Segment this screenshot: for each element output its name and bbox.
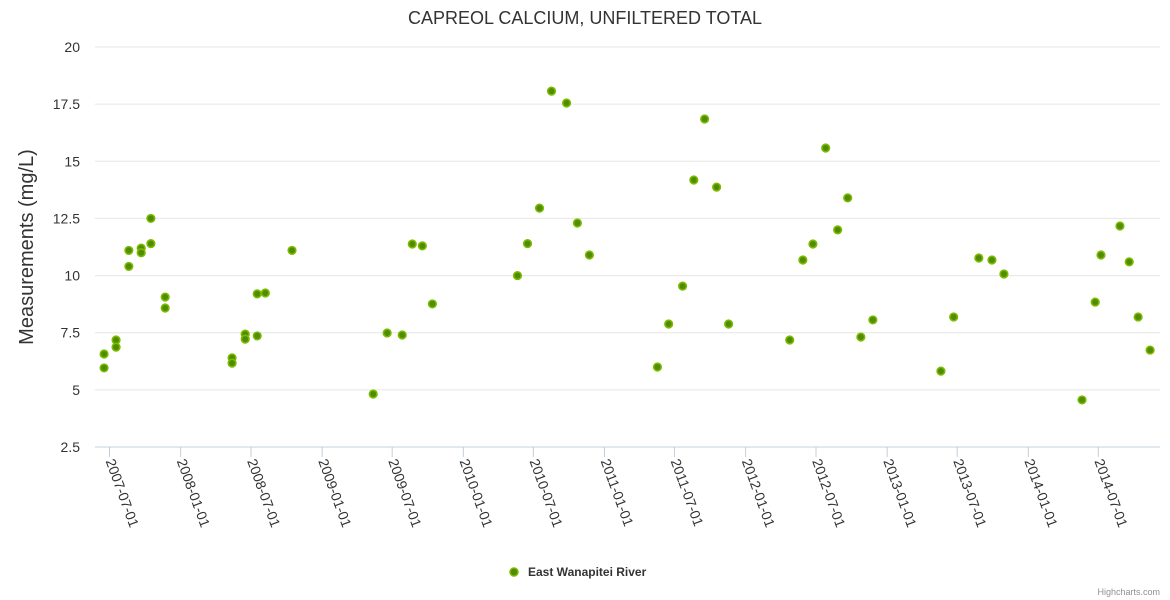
data-point[interactable]: [652, 362, 663, 372]
y-tick-label: 2.5: [61, 439, 81, 455]
data-point[interactable]: [843, 193, 853, 203]
y-axis-title: Measurements (mg/L): [16, 149, 38, 345]
data-point[interactable]: [240, 334, 250, 344]
data-point[interactable]: [546, 86, 557, 96]
data-point[interactable]: [856, 332, 866, 342]
legend-label: East Wanapitei River: [528, 565, 647, 579]
data-point[interactable]: [397, 330, 407, 340]
data-point[interactable]: [700, 114, 710, 124]
x-tick-label: 2010-07-01: [527, 457, 567, 530]
data-point[interactable]: [1090, 297, 1100, 307]
data-point[interactable]: [160, 292, 170, 302]
data-point[interactable]: [833, 225, 843, 235]
data-point[interactable]: [1124, 257, 1134, 267]
data-point[interactable]: [99, 363, 109, 373]
data-point[interactable]: [572, 218, 583, 228]
y-tick-label: 10: [64, 268, 80, 284]
data-point[interactable]: [534, 203, 545, 213]
data-point[interactable]: [677, 281, 688, 291]
x-tick-label: 2012-07-01: [809, 457, 849, 530]
y-tick-label: 5: [72, 382, 80, 398]
x-tick-label: 2012-01-01: [739, 457, 779, 530]
y-tick-label: 17.5: [53, 96, 80, 112]
x-tick-label: 2013-01-01: [880, 457, 920, 530]
data-point[interactable]: [512, 270, 523, 281]
data-point[interactable]: [407, 239, 417, 249]
credits-link[interactable]: Highcharts.com: [1097, 587, 1160, 597]
legend-marker-icon: [509, 567, 519, 577]
x-tick-label: 2011-07-01: [668, 457, 707, 529]
data-point[interactable]: [160, 303, 170, 313]
data-point[interactable]: [949, 312, 959, 322]
data-point[interactable]: [146, 238, 156, 249]
data-point[interactable]: [146, 213, 156, 224]
data-point[interactable]: [798, 255, 808, 265]
x-tick-label: 2008-01-01: [174, 457, 214, 530]
data-point[interactable]: [584, 250, 594, 260]
data-point[interactable]: [785, 335, 795, 345]
data-point[interactable]: [260, 288, 270, 298]
data-point[interactable]: [252, 331, 262, 341]
data-point[interactable]: [987, 255, 997, 265]
data-point[interactable]: [522, 238, 533, 249]
x-tick-label: 2007-07-01: [103, 457, 143, 530]
data-point[interactable]: [1145, 345, 1155, 355]
data-point[interactable]: [974, 253, 984, 263]
data-point[interactable]: [664, 319, 674, 329]
x-tick-label: 2014-07-01: [1091, 457, 1131, 530]
chart-title: CAPREOL CALCIUM, UNFILTERED TOTAL: [408, 8, 762, 28]
data-point[interactable]: [427, 299, 437, 309]
data-point[interactable]: [1133, 312, 1143, 322]
data-point[interactable]: [227, 358, 237, 368]
data-point[interactable]: [689, 175, 699, 185]
y-tick-label: 15: [64, 153, 80, 169]
data-point[interactable]: [417, 241, 427, 251]
data-point[interactable]: [382, 328, 392, 338]
data-point[interactable]: [1115, 221, 1125, 231]
y-tick-label: 7.5: [61, 325, 81, 341]
legend-item[interactable]: East Wanapitei River: [509, 565, 647, 579]
y-tick-label: 12.5: [53, 210, 80, 226]
x-tick-label: 2011-01-01: [598, 457, 637, 529]
data-point[interactable]: [808, 239, 818, 249]
data-point[interactable]: [287, 245, 297, 256]
data-point[interactable]: [368, 389, 378, 399]
data-point[interactable]: [868, 315, 878, 325]
data-point[interactable]: [561, 98, 572, 108]
data-point[interactable]: [124, 261, 134, 272]
x-tick-label: 2010-01-01: [457, 457, 497, 530]
data-point[interactable]: [99, 349, 109, 359]
x-tick-label: 2008-07-01: [244, 457, 284, 530]
data-point[interactable]: [821, 143, 831, 153]
data-point[interactable]: [1096, 250, 1106, 260]
data-point[interactable]: [124, 245, 134, 256]
data-point[interactable]: [111, 342, 121, 352]
x-tick-label: 2009-07-01: [385, 457, 425, 530]
data-point[interactable]: [936, 366, 946, 376]
x-tick-label: 2014-01-01: [1021, 457, 1061, 530]
data-point[interactable]: [724, 319, 734, 329]
x-tick-label: 2013-07-01: [950, 457, 990, 530]
y-tick-label: 20: [64, 39, 80, 55]
data-point[interactable]: [136, 248, 146, 258]
x-tick-label: 2009-01-01: [315, 457, 355, 530]
data-point[interactable]: [1077, 395, 1087, 405]
data-point[interactable]: [252, 289, 262, 299]
data-point[interactable]: [999, 269, 1009, 279]
data-point[interactable]: [712, 182, 722, 192]
